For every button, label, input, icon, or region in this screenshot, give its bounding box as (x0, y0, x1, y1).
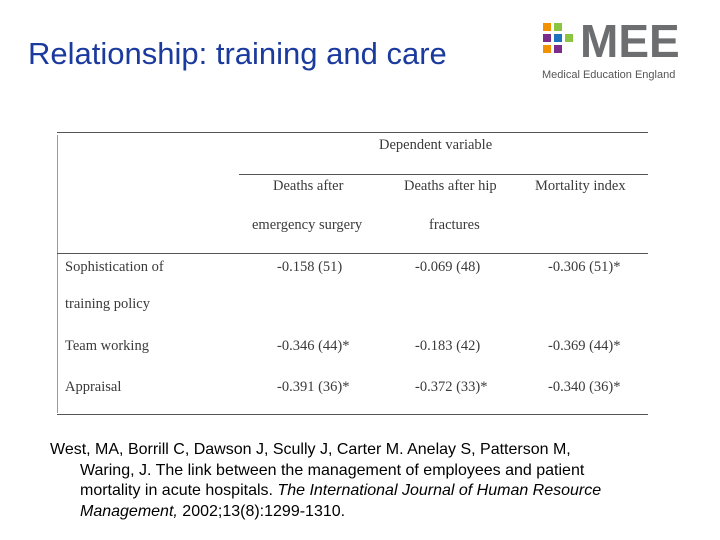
table-rule-body (57, 253, 648, 254)
mee-logo: MEE Medical Education England (540, 15, 715, 90)
logo-square-blue (554, 34, 562, 42)
column-header-1-line1: Deaths after (273, 178, 344, 194)
citation-line-1: West, MA, Borrill C, Dawson J, Scully J,… (50, 441, 571, 458)
logo-tagline: Medical Education England (542, 69, 676, 81)
row-2-value-2: -0.183 (42) (415, 338, 481, 354)
row-2-value-3: -0.369 (44)* (548, 338, 621, 354)
citation-journal: The International Journal of Human Resou… (277, 482, 602, 499)
row-label-3: Appraisal (65, 379, 122, 395)
logo-square-purple (543, 34, 551, 42)
column-header-3-line1: Mortality index (535, 178, 626, 194)
column-header-1-line2: emergency surgery (252, 217, 363, 233)
logo-square-orange (543, 23, 551, 31)
dependent-variable-header: Dependent variable (379, 137, 493, 153)
row-3-value-1: -0.391 (36)* (277, 379, 350, 395)
results-table: Dependent variable Deaths after emergenc… (57, 130, 648, 416)
row-1-value-3: -0.306 (51)* (548, 259, 621, 275)
table-rule-bottom (57, 414, 648, 415)
row-3-value-3: -0.340 (36)* (548, 379, 621, 395)
citation-line-3: mortality in acute hospitals. The Intern… (50, 481, 700, 502)
logo-square-purple-2 (554, 45, 562, 53)
table-rule-top (57, 132, 648, 133)
mee-logo-mark: MEE (543, 15, 680, 67)
logo-square-green (554, 23, 562, 31)
logo-wordmark: MEE (580, 20, 680, 67)
citation-line-2: Waring, J. The link between the manageme… (80, 461, 585, 479)
citation-volume: 2002;13(8):1299-1310. (177, 502, 346, 520)
row-label-2: Team working (65, 338, 149, 354)
citation: West, MA, Borrill C, Dawson J, Scully J,… (50, 440, 700, 522)
row-1-value-2: -0.069 (48) (415, 259, 481, 275)
row-2-value-1: -0.346 (44)* (277, 338, 350, 354)
table-rule-header (239, 174, 648, 175)
slide-title: Relationship: training and care (28, 36, 447, 71)
logo-square-orange-2 (543, 45, 551, 53)
citation-journal-cont: Management, (80, 502, 178, 520)
table-border-left (57, 135, 58, 413)
citation-line-4: Management, 2002;13(8):1299-1310. (50, 502, 700, 523)
row-label-1-line1: Sophistication of (65, 259, 164, 275)
row-label-1-line2: training policy (65, 296, 150, 312)
row-3-value-2: -0.372 (33)* (415, 379, 488, 395)
citation-line-3-text: mortality in acute hospitals. (80, 482, 278, 499)
column-header-2-line2: fractures (429, 217, 480, 233)
row-1-value-1: -0.158 (51) (277, 259, 343, 275)
logo-square-green-2 (565, 34, 573, 42)
column-header-2-line1: Deaths after hip (404, 178, 497, 194)
